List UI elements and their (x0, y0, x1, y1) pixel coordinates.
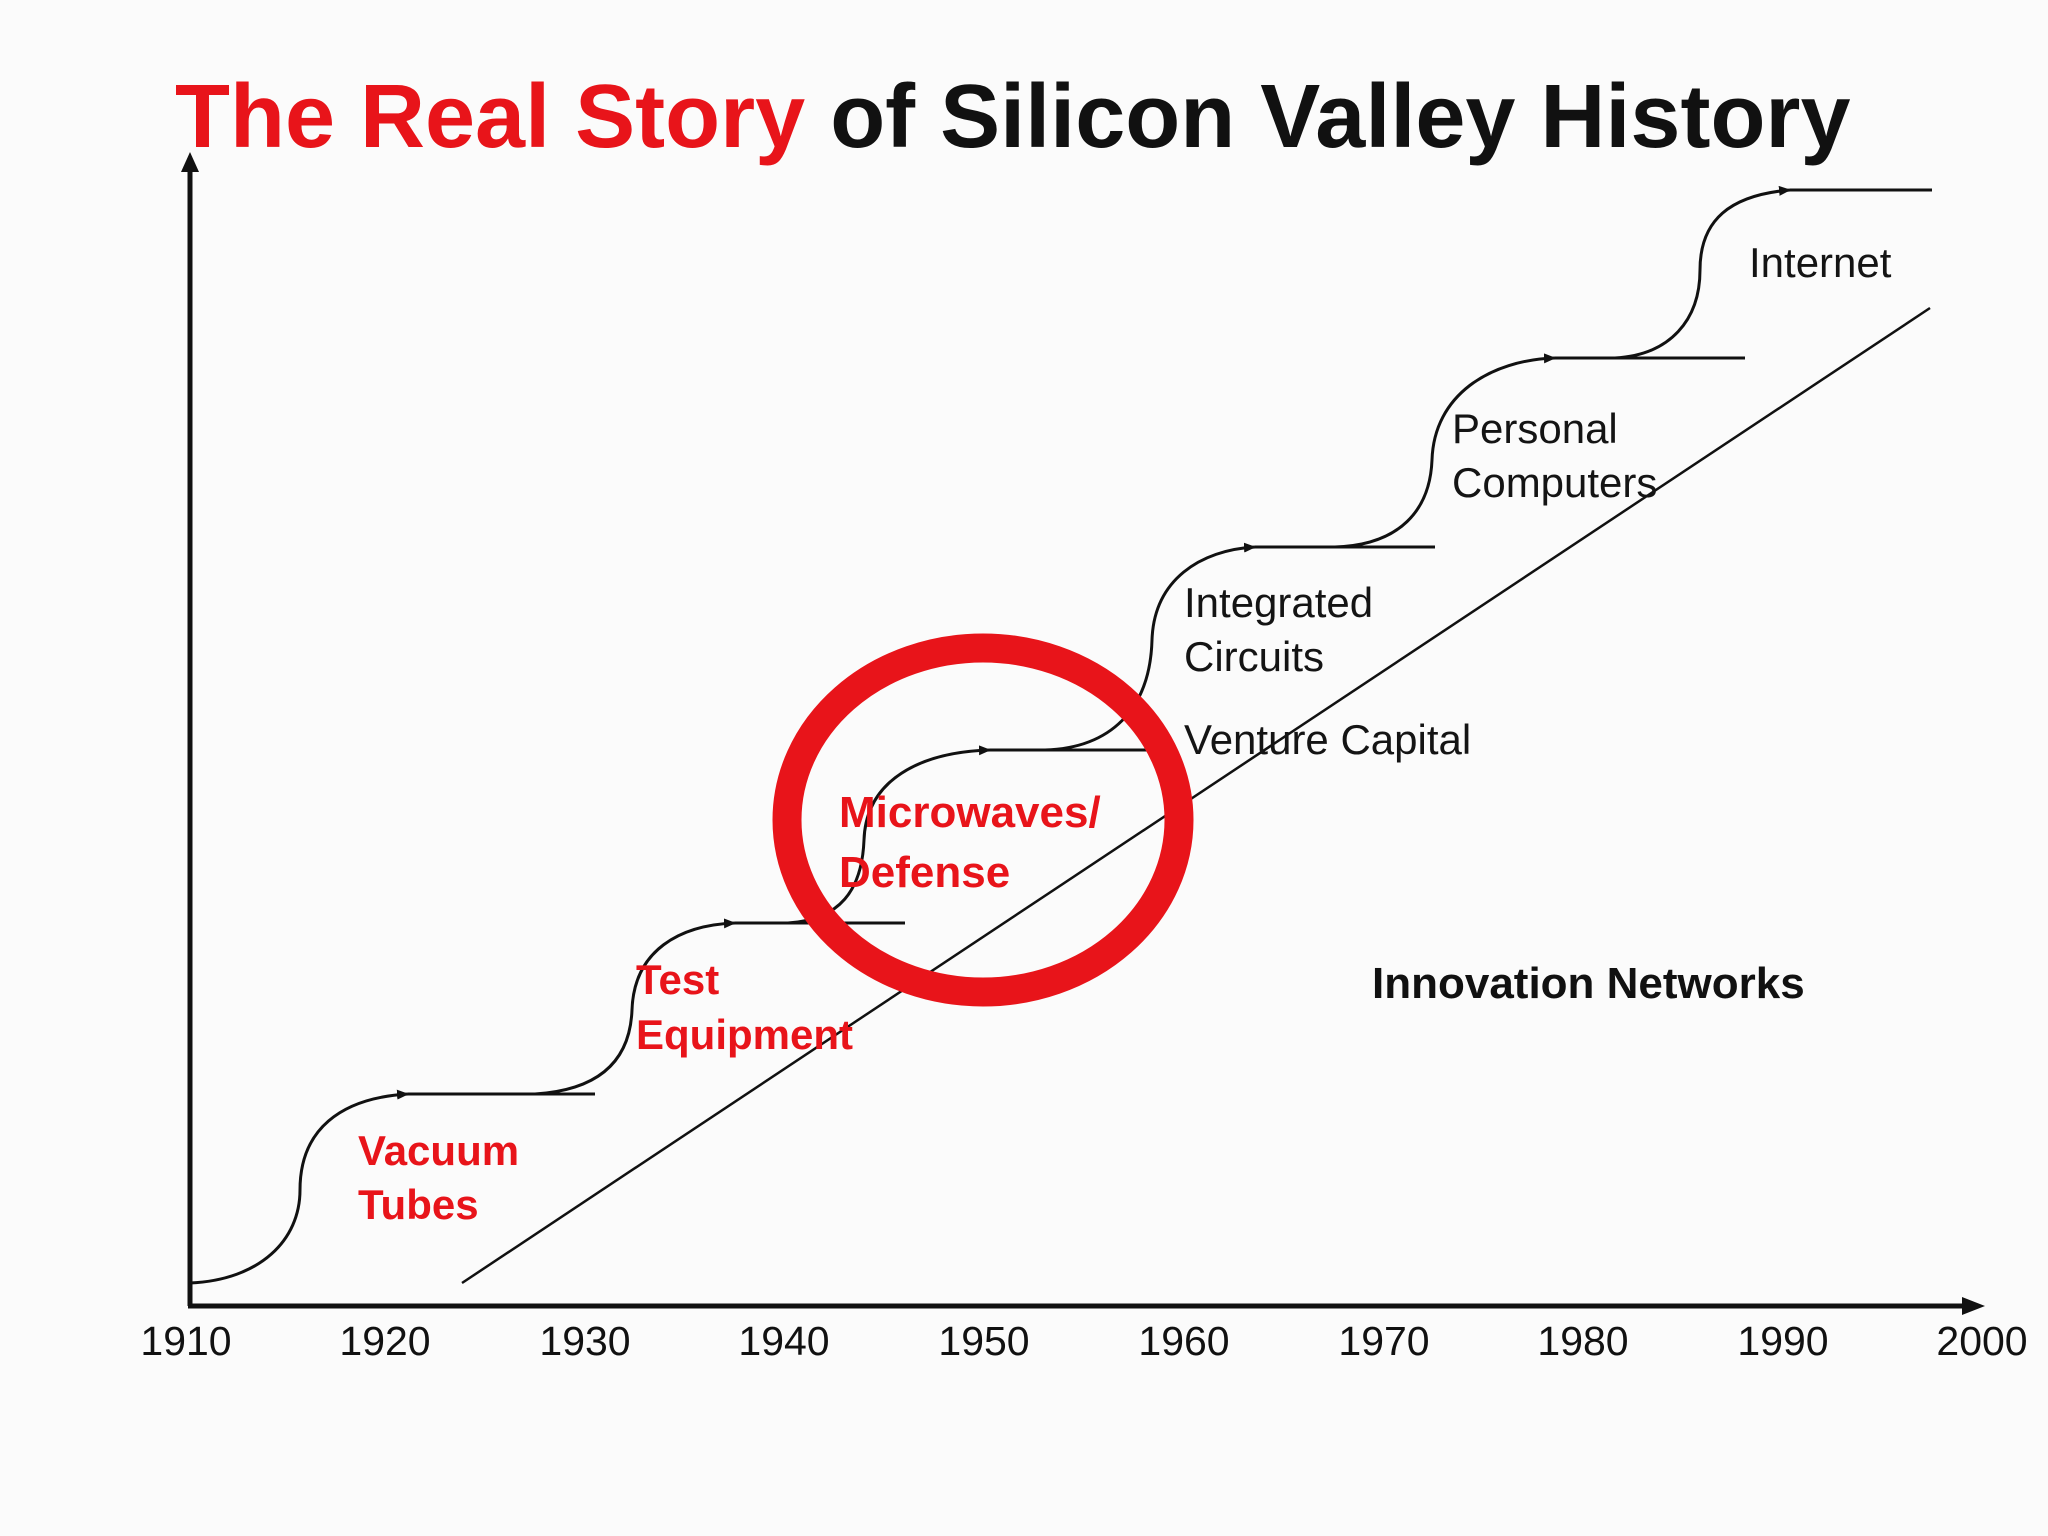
tick-label: 1920 (339, 1318, 430, 1364)
title-highlight: The Real Story (175, 67, 806, 167)
tick-label: 1980 (1537, 1318, 1628, 1364)
step-label-integrated-circuits: Integrated Circuits (1184, 579, 1385, 680)
tick-label: 1940 (738, 1318, 829, 1364)
tick-label: 1910 (140, 1318, 231, 1364)
tick-label: 2000 (1936, 1318, 2027, 1364)
tick-label: 1950 (938, 1318, 1029, 1364)
step-label-microwaves-defense: Microwaves/ Defense (839, 788, 1113, 897)
tick-label: 1970 (1338, 1318, 1429, 1364)
innovation-trend-line (461, 306, 1931, 1285)
x-axis-ticks: 1910 1920 1930 1940 1950 1960 1970 1980 … (140, 1318, 2027, 1364)
step-internet-curve (1614, 185, 1932, 360)
step-label-venture-capital: Venture Capital (1184, 716, 1471, 763)
tick-label: 1930 (539, 1318, 630, 1364)
title-rest: of Silicon Valley History (805, 67, 1851, 167)
step-label-personal-computers: Personal Computers (1452, 405, 1657, 506)
step-vacuum-tubes-curve (189, 1089, 595, 1285)
tick-label: 1990 (1737, 1318, 1828, 1364)
step-label-test-equipment: Test Equipment (636, 956, 853, 1058)
trend-label: Innovation Networks (1372, 959, 1805, 1008)
tick-label: 1960 (1138, 1318, 1229, 1364)
page-title: The Real Story of Silicon Valley History (175, 62, 1851, 172)
x-axis-arrow-icon (1962, 1297, 1985, 1315)
y-axis-arrow-icon (181, 152, 199, 172)
step-label-internet: Internet (1749, 239, 1892, 286)
step-personal-computers-curve (1334, 353, 1745, 549)
highlight-circle (772, 633, 1194, 1007)
step-label-vacuum-tubes: Vacuum Tubes (358, 1127, 531, 1228)
